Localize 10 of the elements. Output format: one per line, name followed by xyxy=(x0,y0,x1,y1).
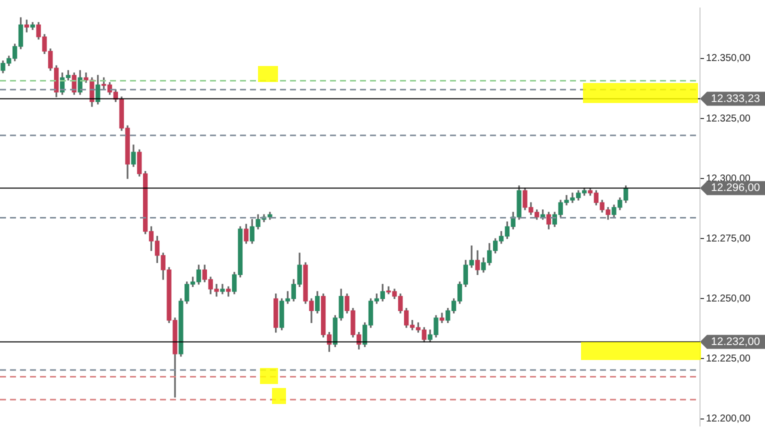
y-tick-label: 12.300,00 xyxy=(706,173,751,184)
ref-line-label: 12.232,00 xyxy=(711,336,760,348)
y-tick-label: 12.225,00 xyxy=(706,353,751,364)
y-tick-label: 12.275,00 xyxy=(706,233,751,244)
ref-line-label: 12.333,23 xyxy=(711,92,760,105)
y-tick-label: 12.350,00 xyxy=(706,53,751,64)
y-tick-label: 12.200,00 xyxy=(706,414,751,425)
ref-line-label: 12.296,00 xyxy=(711,182,760,194)
y-tick-label: 12.250,00 xyxy=(706,293,751,304)
y-tick-label: 12.325,00 xyxy=(706,113,751,124)
